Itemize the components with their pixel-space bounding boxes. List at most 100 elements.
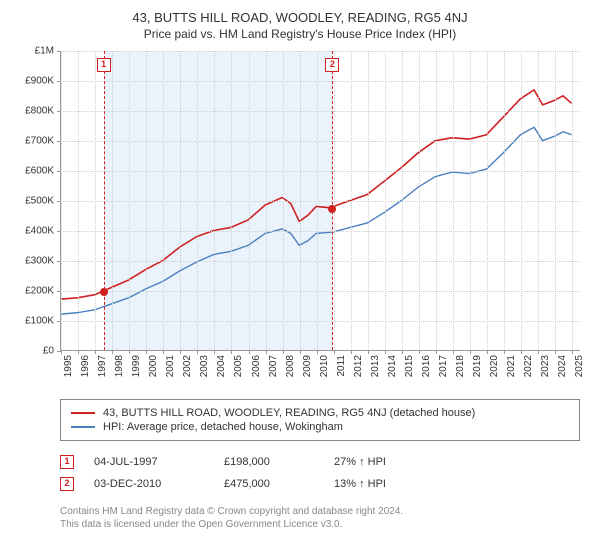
x-axis-label: 2024 xyxy=(557,355,568,377)
gridline-v xyxy=(470,51,471,350)
gridline-v xyxy=(95,51,96,350)
gridline-v xyxy=(61,51,62,350)
tick-x xyxy=(555,350,556,354)
gridline-h xyxy=(61,111,580,112)
chart-title: 43, BUTTS HILL ROAD, WOODLEY, READING, R… xyxy=(12,10,588,25)
sale-delta: 27% ↑ HPI xyxy=(334,456,424,468)
y-axis-label: £600K xyxy=(25,166,54,177)
sale-marker-2: 2 xyxy=(325,58,339,72)
gridline-v xyxy=(146,51,147,350)
y-axis-label: £400K xyxy=(25,226,54,237)
gridline-v xyxy=(453,51,454,350)
y-axis-label: £800K xyxy=(25,106,54,117)
gridline-v xyxy=(197,51,198,350)
gridline-v xyxy=(78,51,79,350)
tick-x xyxy=(470,350,471,354)
gridline-v xyxy=(214,51,215,350)
gridline-v xyxy=(317,51,318,350)
tick-x xyxy=(78,350,79,354)
tick-x xyxy=(231,350,232,354)
tick-x xyxy=(402,350,403,354)
gridline-v xyxy=(436,51,437,350)
tick-x xyxy=(214,350,215,354)
tick-x xyxy=(368,350,369,354)
x-axis-label: 1997 xyxy=(97,355,108,377)
footnote: Contains HM Land Registry data © Crown c… xyxy=(60,505,580,531)
x-axis-label: 2020 xyxy=(489,355,500,377)
x-axis-label: 2003 xyxy=(199,355,210,377)
x-axis-label: 2006 xyxy=(251,355,262,377)
tick-x xyxy=(334,350,335,354)
chart-area: 12 £0£100K£200K£300K£400K£500K£600K£700K… xyxy=(12,51,588,391)
x-axis-label: 2022 xyxy=(523,355,534,377)
sale-vline xyxy=(332,51,333,350)
plot-area: 12 xyxy=(60,51,580,351)
gridline-v xyxy=(385,51,386,350)
gridline-v xyxy=(521,51,522,350)
tick-x xyxy=(112,350,113,354)
y-axis-label: £500K xyxy=(25,196,54,207)
gridline-v xyxy=(555,51,556,350)
tick-x xyxy=(538,350,539,354)
sale-dot xyxy=(100,288,108,296)
tick-x xyxy=(572,350,573,354)
tick-x xyxy=(521,350,522,354)
x-axis-label: 2002 xyxy=(182,355,193,377)
sale-date: 03-DEC-2010 xyxy=(94,478,204,490)
chart-subtitle: Price paid vs. HM Land Registry's House … xyxy=(12,27,588,41)
tick-x xyxy=(300,350,301,354)
tick-x xyxy=(146,350,147,354)
y-axis-label: £900K xyxy=(25,76,54,87)
tick-x xyxy=(163,350,164,354)
x-axis-label: 2023 xyxy=(540,355,551,377)
tick-x xyxy=(385,350,386,354)
sale-price: £198,000 xyxy=(224,456,314,468)
x-axis-label: 2014 xyxy=(387,355,398,377)
y-axis-label: £300K xyxy=(25,256,54,267)
footnote-line: Contains HM Land Registry data © Crown c… xyxy=(60,505,580,518)
gridline-v xyxy=(419,51,420,350)
x-axis-label: 2000 xyxy=(148,355,159,377)
gridline-v xyxy=(402,51,403,350)
x-axis-label: 2013 xyxy=(370,355,381,377)
legend-box: 43, BUTTS HILL ROAD, WOODLEY, READING, R… xyxy=(60,399,580,441)
gridline-h xyxy=(61,51,580,52)
gridline-v xyxy=(129,51,130,350)
sales-table: 104-JUL-1997£198,00027% ↑ HPI203-DEC-201… xyxy=(60,451,580,495)
tick-x xyxy=(129,350,130,354)
gridline-v xyxy=(266,51,267,350)
y-axis-label: £0 xyxy=(43,346,54,357)
tick-x xyxy=(351,350,352,354)
gridline-v xyxy=(368,51,369,350)
x-axis-label: 2001 xyxy=(165,355,176,377)
tick-x xyxy=(61,350,62,354)
tick-x xyxy=(95,350,96,354)
gridline-v xyxy=(351,51,352,350)
x-axis-label: 2016 xyxy=(421,355,432,377)
tick-x xyxy=(436,350,437,354)
legend-label: 43, BUTTS HILL ROAD, WOODLEY, READING, R… xyxy=(103,407,475,419)
gridline-v xyxy=(487,51,488,350)
gridline-h xyxy=(61,291,580,292)
footnote-line: This data is licensed under the Open Gov… xyxy=(60,518,580,531)
gridline-h xyxy=(61,141,580,142)
x-axis-label: 2007 xyxy=(268,355,279,377)
x-axis-label: 2011 xyxy=(336,355,347,377)
sale-row-marker: 2 xyxy=(60,477,74,491)
gridline-v xyxy=(538,51,539,350)
gridline-v xyxy=(249,51,250,350)
gridline-v xyxy=(112,51,113,350)
x-axis-label: 2012 xyxy=(353,355,364,377)
gridline-h xyxy=(61,321,580,322)
x-axis-label: 2005 xyxy=(233,355,244,377)
sale-row: 203-DEC-2010£475,00013% ↑ HPI xyxy=(60,473,580,495)
x-axis-label: 2018 xyxy=(455,355,466,377)
gridline-h xyxy=(61,201,580,202)
gridline-h xyxy=(61,231,580,232)
x-axis-label: 2008 xyxy=(285,355,296,377)
y-axis-label: £700K xyxy=(25,136,54,147)
x-axis-label: 2015 xyxy=(404,355,415,377)
legend-row: HPI: Average price, detached house, Woki… xyxy=(71,420,569,434)
x-axis-label: 1998 xyxy=(114,355,125,377)
sale-price: £475,000 xyxy=(224,478,314,490)
